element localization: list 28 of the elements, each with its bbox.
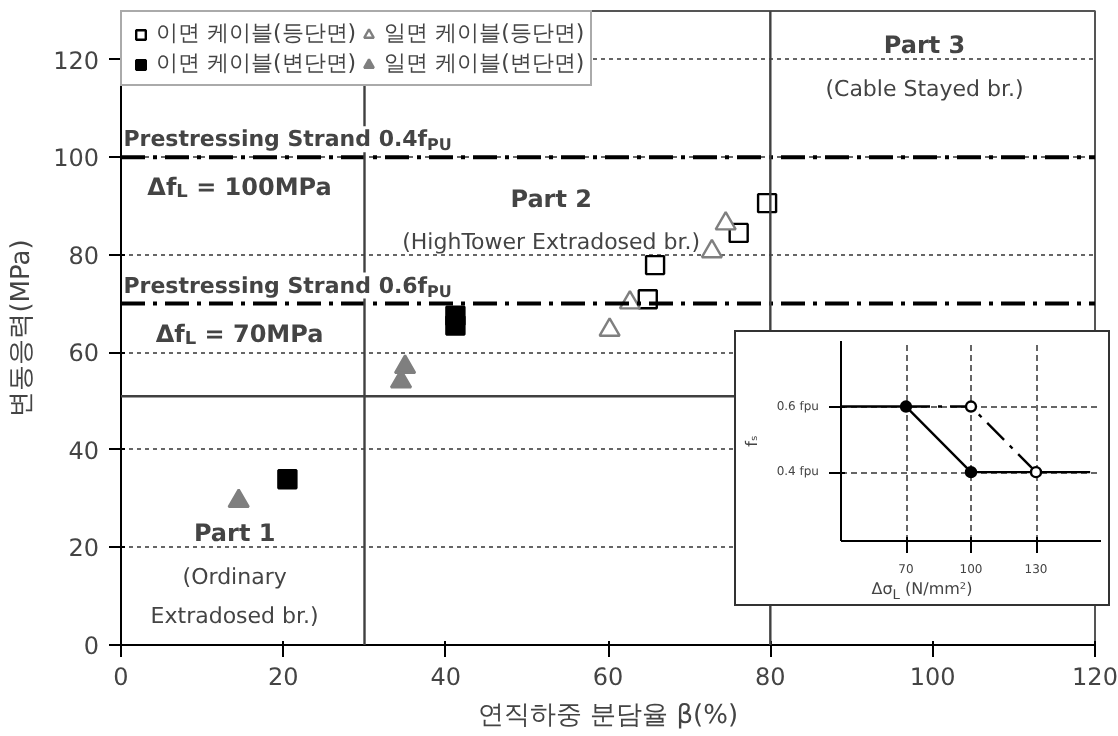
y-axis-title: fₛ	[742, 435, 761, 447]
y-tick-label: 40	[68, 436, 100, 465]
legend-label: 이면 케이블(변단면)	[156, 48, 357, 78]
annotation: (Ordinary	[182, 563, 288, 590]
y-tick-label: 80	[68, 241, 100, 270]
legend-label: 일면 케이블(등단면)	[384, 18, 585, 48]
y-tick-label: 100	[53, 144, 99, 173]
annotation: (Cable Stayed br.)	[825, 76, 1024, 103]
annotation: Part 3	[883, 31, 966, 60]
x-axis-title: 연직하중 분담율 β(%)	[477, 701, 739, 731]
legend-label: 이면 케이블(등단면)	[156, 18, 357, 48]
x-axis-title: Δσ$_{L}$ (N/mm²)	[869, 580, 975, 606]
x-tick-label: 100	[909, 663, 956, 691]
annotation: Part 1	[193, 518, 276, 547]
annotation: (HighTower Extradosed br.)	[402, 228, 701, 255]
y-axis-title: 변동응력(MPa)	[7, 239, 38, 417]
x-tick-label: 20	[268, 663, 299, 691]
x-tick-label: 0	[113, 663, 129, 691]
annotation: Part 2	[510, 184, 592, 213]
x-tick-label: 120	[1072, 663, 1118, 691]
annotation: Extradosed br.)	[150, 602, 319, 629]
x-tick-label: 80	[755, 663, 786, 691]
x-tick-label: 40	[430, 663, 461, 691]
legend-label: 일면 케이블(변단면)	[384, 48, 585, 78]
y-tick-label: 60	[68, 339, 100, 368]
y-tick-label: 120	[53, 46, 99, 75]
x-tick-label: 60	[592, 663, 624, 691]
y-tick-label: 0	[83, 632, 100, 660]
